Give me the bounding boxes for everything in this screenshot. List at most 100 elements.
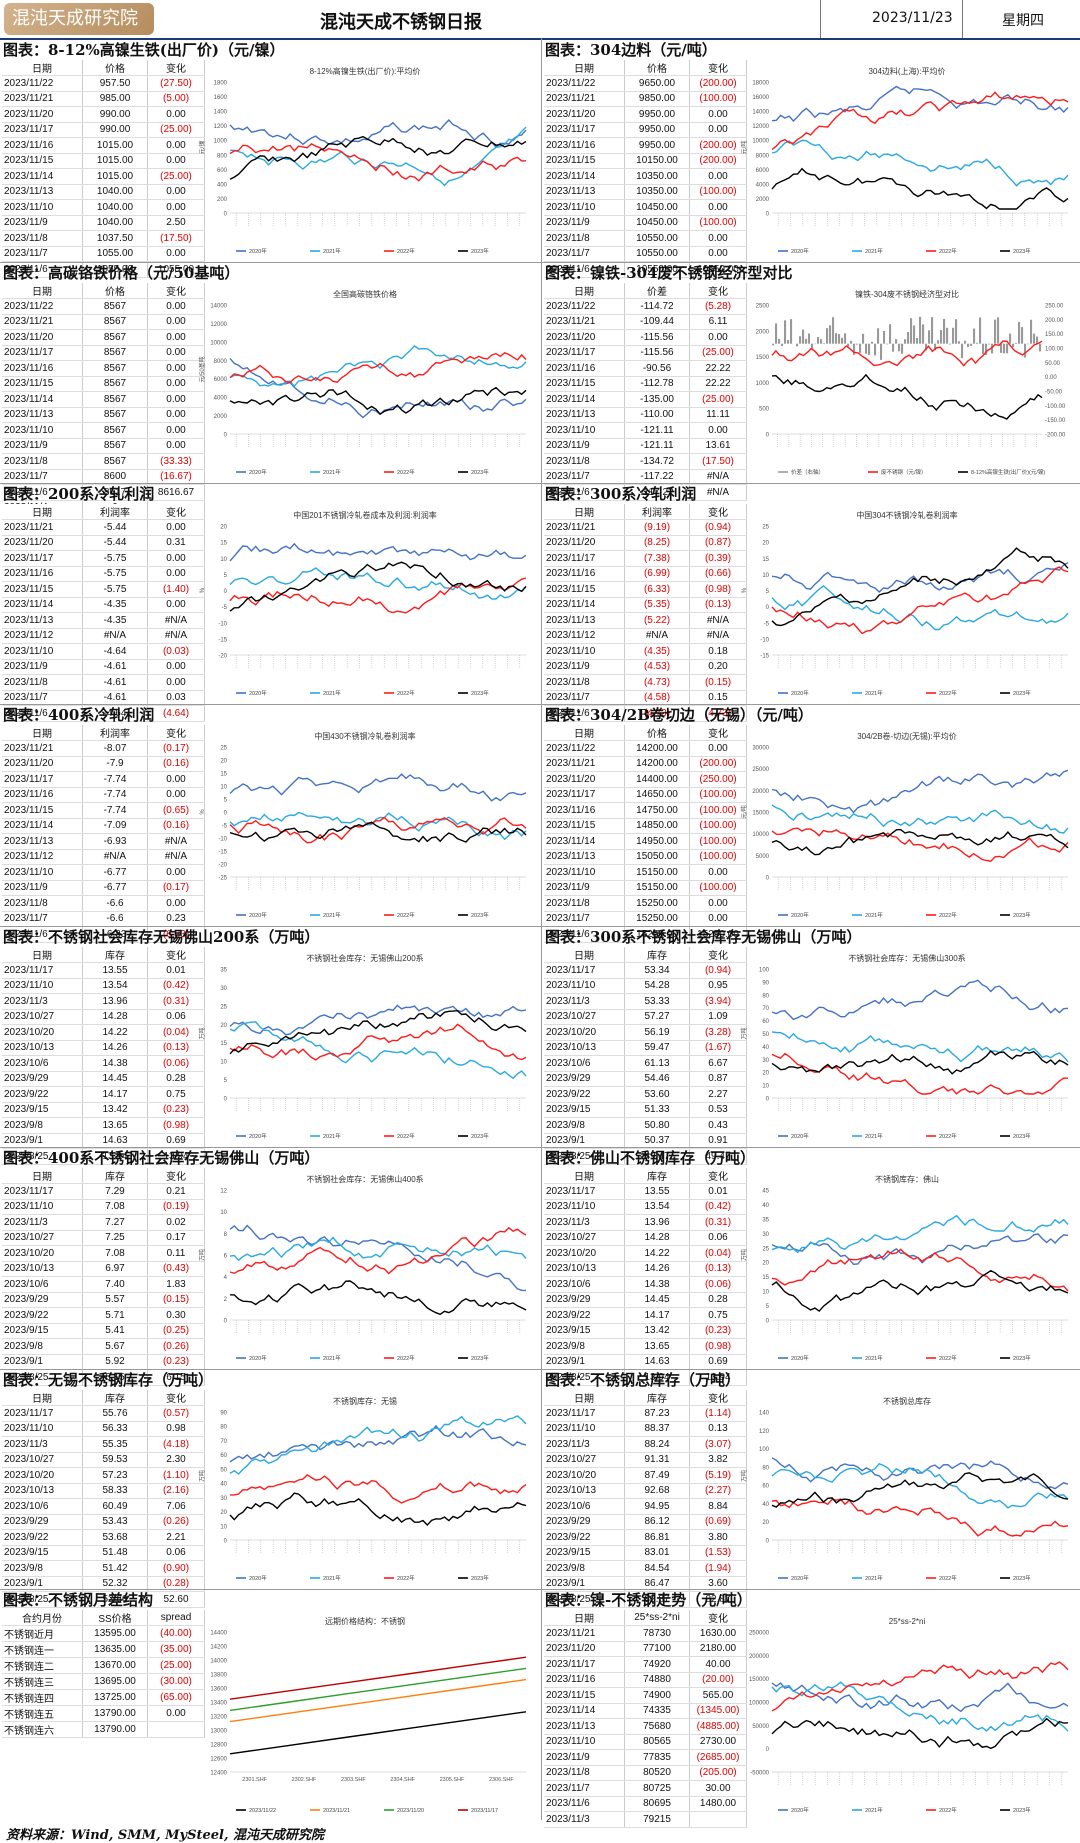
table-cell: 7.27	[82, 1214, 148, 1231]
spread-bar	[1033, 333, 1036, 344]
table-cell: 2023/11/7	[2, 469, 83, 485]
table-cell: 0.98	[147, 1421, 205, 1437]
chart-title: 远期价格结构：不锈钢	[325, 1616, 405, 1626]
y-tick-label: 6000	[756, 168, 770, 174]
legend-label: 2021年	[323, 468, 341, 476]
table-cell: 2023/9/8	[544, 1560, 625, 1577]
table-cell: (1.53)	[689, 1545, 747, 1561]
table-cell: 13.65	[82, 1117, 148, 1134]
table-cell: 6.67	[689, 1055, 747, 1072]
table-row: 2023/11/20 14400.00 (250.00)	[544, 771, 747, 788]
table-cell: 2023/11/17	[544, 122, 625, 138]
table-cell: 2023/9/22	[544, 1086, 625, 1103]
table-cell: 2023/11/21	[2, 314, 83, 330]
report-header: 混沌天成研究院 混沌天成不锈钢日报 2023/11/23 星期四	[0, 0, 1080, 40]
legend-label: 2020年	[791, 1354, 809, 1362]
spread-bar	[964, 340, 967, 344]
chart-spread: 远期价格结构：不锈钢 14400 14200 14000 13800 13600 13400…	[210, 1616, 527, 1814]
section-title: 图表：300系冷轧利润	[545, 485, 697, 503]
table-cell: 91.31	[624, 1452, 690, 1468]
table-row: 2023/11/17 87.23 (1.14)	[544, 1405, 747, 1422]
table-row: 2023/10/6 14.38 (0.06)	[544, 1276, 747, 1293]
table-cell: (0.13)	[147, 1040, 205, 1056]
spread-bar	[922, 324, 925, 344]
chart-inv400: 不锈钢社会库存：无锡佛山400系 12 10 8 6 4 2 0 万吨 2020年 2021年 202…	[198, 1174, 527, 1362]
table-cell: 2023/11/10	[2, 978, 83, 994]
table-row: 2023/11/10 7.08 (0.19)	[2, 1199, 205, 1215]
spread-bar	[1003, 343, 1006, 354]
table-cell: (0.04)	[689, 1245, 747, 1262]
column-header: 库存	[624, 1168, 690, 1184]
table-cell: (1.94)	[689, 1560, 747, 1577]
table-cell: 14400.00	[624, 771, 690, 788]
table-cell: (0.98)	[689, 1338, 747, 1355]
spread-bar	[988, 343, 991, 345]
y-tick-label: 120	[759, 1429, 770, 1435]
spread-bar	[1021, 327, 1024, 344]
table-cell: 2023/10/13	[544, 1040, 625, 1056]
table-cell: 2730.00	[689, 1734, 747, 1750]
y-tick-label: 0	[224, 433, 228, 439]
legend-label: 2023/11/21	[323, 1808, 350, 1814]
table-row: 2023/11/3 13.96 (0.31)	[2, 993, 205, 1010]
table-cell: 0.00	[147, 895, 205, 912]
table-cell: (0.03)	[147, 643, 205, 660]
table-cell: 2.30	[147, 1452, 205, 1468]
table-cell: 0.06	[147, 1009, 205, 1025]
table-row: 2023/11/8 80520 (205.00)	[544, 1765, 747, 1781]
y-tick-label: 140	[759, 1411, 770, 1417]
table-cell: 87.23	[624, 1405, 690, 1422]
table-cell: 0.00	[689, 199, 747, 216]
table-cell: (100.00)	[689, 818, 747, 834]
table-cell: 2023/9/22	[2, 1529, 83, 1546]
table-cell: 13.55	[624, 1183, 690, 1200]
table-cell: (0.31)	[147, 993, 205, 1010]
table-cell: 2023/11/3	[544, 993, 625, 1010]
table-cell: 10450.00	[624, 199, 690, 216]
table-cell: (1.67)	[689, 1040, 747, 1056]
y-tick-label: -5	[222, 605, 228, 611]
chart-scrap304: 304边料(上海):平均价 18000 16000 14000 12000 10000 80…	[740, 66, 1069, 255]
table-cell: 2023/11/6	[544, 484, 625, 501]
table-cell: 2023/11/17	[2, 550, 83, 567]
table-cell: 2023/11/15	[2, 581, 83, 598]
chart-coil304: 304/2B卷-切边(无锡):平均价 30000 25000 20000 15000 10…	[740, 731, 1069, 919]
legend-label: 2021年	[323, 911, 341, 919]
table-cell: 2023/11/17	[2, 122, 83, 138]
spread-bar	[889, 324, 892, 344]
table-cell: -6.6	[82, 911, 148, 927]
chart-title: 不锈钢社会库存：无锡佛山400系	[306, 1174, 423, 1184]
table-cell: 14.17	[624, 1307, 690, 1324]
chart-title: 不锈钢社会库存：无锡佛山200系	[306, 953, 423, 963]
row-divider	[0, 704, 1080, 705]
table-cell: (0.19)	[147, 1199, 205, 1215]
table-cell: #N/A	[147, 849, 205, 865]
table-cell: 13725.00	[82, 1689, 148, 1706]
table-row: 2023/11/22 957.50 (27.50)	[2, 75, 205, 92]
table-cell: (25.00)	[147, 1657, 205, 1674]
spread-bar	[1027, 343, 1030, 345]
section-scrap304: 图表：304边料（元/吨） 日期 价格 变化 2023/11/22 9650.00 (200…	[542, 40, 1080, 278]
table-cell: -110.00	[624, 407, 690, 423]
table-cell: 2023/9/8	[544, 1338, 625, 1355]
table-row: 2023/11/21 -109.44 6.11	[544, 314, 747, 330]
y-tick-label: 12	[220, 1189, 227, 1195]
table-row: 2023/10/27 7.25 0.17	[2, 1230, 205, 1246]
table-cell: (2685.00)	[689, 1749, 747, 1766]
table-row: 2023/11/15 14850.00 (100.00)	[544, 818, 747, 834]
table-cell: (0.94)	[689, 962, 747, 979]
y-tick-label: 100	[759, 1447, 770, 1453]
table-row: 2023/11/20 -115.56 0.00	[544, 329, 747, 346]
spread-bar	[772, 343, 775, 346]
table-row: 2023/11/17 990.00 (25.00)	[2, 122, 205, 138]
table-cell: (0.13)	[689, 1261, 747, 1277]
table-row: 2023/10/6 7.40 1.83	[2, 1276, 205, 1293]
table-cell: (5.19)	[689, 1467, 747, 1484]
series-line	[771, 769, 1069, 814]
y-tick-label: 10	[762, 573, 769, 579]
table-row: 2023/10/13 14.26 (0.13)	[544, 1261, 747, 1277]
table-cell: 11.11	[689, 407, 747, 423]
table-cell: 0.00	[147, 407, 205, 423]
legend-label: 2021年	[323, 1132, 341, 1140]
table-cell: 88.37	[624, 1421, 690, 1437]
